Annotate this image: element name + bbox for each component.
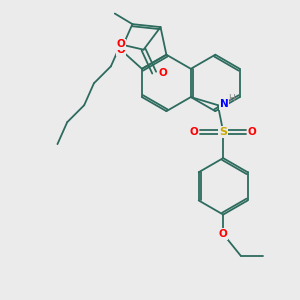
Text: O: O <box>219 229 228 239</box>
Text: O: O <box>158 68 167 78</box>
Text: O: O <box>248 127 256 136</box>
Text: N: N <box>220 100 228 110</box>
Text: H: H <box>229 94 235 103</box>
Text: O: O <box>117 45 125 55</box>
Text: O: O <box>190 127 199 136</box>
Text: O: O <box>116 39 125 50</box>
Text: S: S <box>219 127 227 136</box>
